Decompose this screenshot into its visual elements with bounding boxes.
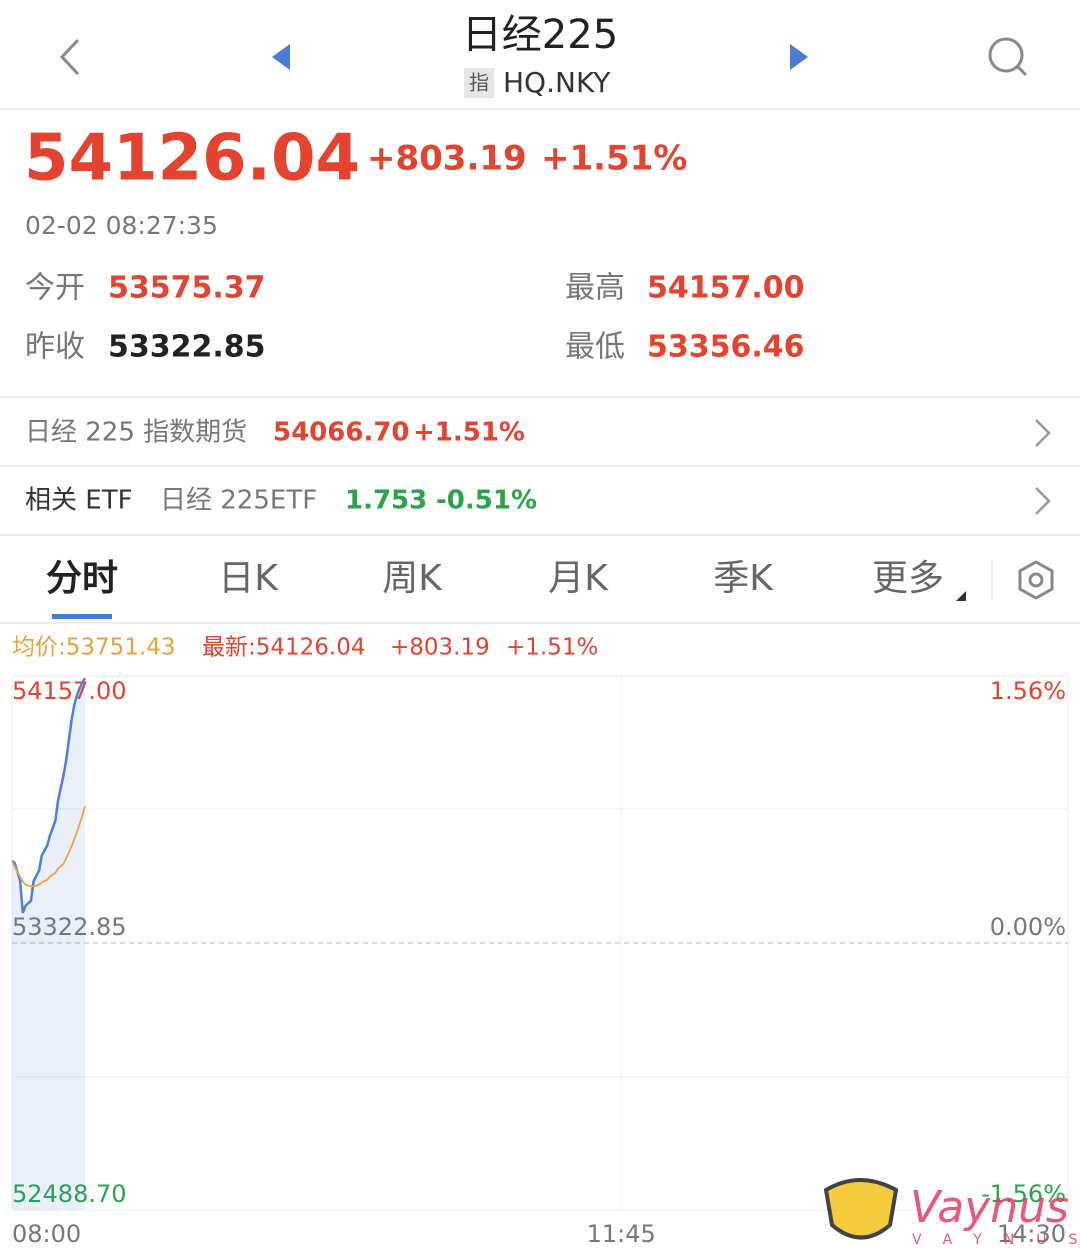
x-tick-label: 14:30 [997, 1220, 1066, 1248]
latest-change: +803.19 [390, 635, 490, 661]
series-line [11, 677, 87, 914]
time: 02-02 08:27:35 [25, 211, 218, 240]
title: 日经225 [462, 12, 618, 58]
tab-indicator [52, 614, 112, 619]
x-tick-label: 08:00 [12, 1220, 81, 1248]
dropdown-mark [956, 591, 966, 601]
stat-value: 54157.00 [647, 271, 805, 306]
watermark: Vaynus VAYNUS [823, 1178, 1080, 1248]
code: HQ.NKY [503, 66, 611, 99]
badge: 指 [469, 71, 489, 95]
stat-label: 最高 [565, 271, 625, 306]
y2-tick-label: -1.56% [981, 1180, 1066, 1208]
tab[interactable]: 周K [382, 558, 443, 599]
chevron [1035, 419, 1051, 447]
back-button[interactable] [59, 38, 80, 76]
y-tick-label: 52488.70 [12, 1180, 127, 1208]
search-button[interactable] [988, 37, 1028, 77]
x-tick-label: 11:45 [587, 1220, 656, 1248]
tab[interactable]: 分时 [46, 558, 118, 599]
prev-button[interactable] [272, 44, 290, 70]
stat-label: 昨收 [25, 330, 85, 365]
plot: 54157.00 53322.85 52488.70 1.56% 0.00% -1.56%… [11, 675, 1068, 1248]
latest-price: 最新:54126.04 [202, 635, 366, 661]
chevron [1035, 487, 1051, 515]
futures-label: 日经 225 指数期货 [25, 418, 247, 448]
settings-button[interactable] [1018, 560, 1054, 600]
stat-label: 今开 [25, 271, 85, 306]
futures-pct: +1.51% [413, 418, 525, 448]
y2-tick-label: 1.56% [990, 677, 1066, 705]
stat-label: 最低 [565, 330, 625, 365]
stat-value: 53322.85 [108, 330, 266, 365]
futures-row[interactable]: 日经 225 指数期货 54066.70 +1.51% [25, 418, 1051, 448]
badge-bg [464, 68, 494, 98]
stat-value: 53575.37 [108, 271, 266, 306]
tab[interactable]: 月K [548, 558, 609, 599]
etf-name: 日经 225ETF [160, 486, 317, 516]
stat-value: 53356.46 [647, 330, 805, 365]
futures-value: 54066.70 [273, 418, 410, 448]
watermark-logo [823, 1178, 899, 1240]
etf-label: 相关 ETF [25, 486, 133, 516]
tab[interactable]: 更多 [872, 558, 944, 599]
change: +803.19 [367, 139, 527, 179]
y-tick-label: 53322.85 [12, 913, 127, 941]
price-area [12, 678, 86, 1210]
avg-price: 均价:53751.43 [12, 635, 176, 661]
tab[interactable]: 季K [713, 558, 774, 599]
latest-pct: +1.51% [506, 635, 598, 661]
watermark-subbrand: VAYNUS [912, 1232, 1080, 1248]
tab[interactable]: 日K [218, 558, 279, 599]
price: 54126.04 [24, 122, 360, 196]
etf-row[interactable]: 相关 ETF 日经 225ETF 1.753 -0.51% [25, 486, 1051, 516]
etf-pct: -0.51% [436, 486, 537, 516]
etf-value: 1.753 [345, 486, 427, 516]
next-button[interactable] [790, 44, 808, 70]
change-pct: +1.51% [541, 139, 687, 179]
y-tick-label: 54157.00 [12, 677, 127, 705]
watermark-brand: Vaynus [910, 1182, 1069, 1233]
series-line [11, 805, 86, 888]
y2-tick-label: 0.00% [990, 913, 1066, 941]
